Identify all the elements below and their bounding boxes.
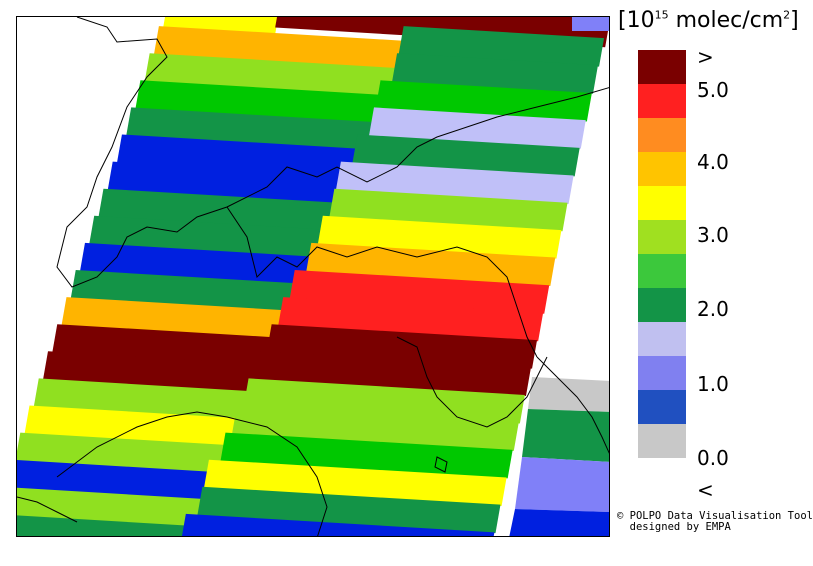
legend-swatch-4 — [638, 186, 686, 220]
coastline — [536, 356, 609, 454]
swath-cell — [522, 409, 609, 462]
swath-cell — [278, 297, 544, 342]
legend-tick-3: 3.0 — [697, 223, 729, 247]
border-line — [226, 87, 609, 208]
legend-swatch-7 — [638, 288, 686, 322]
legend-tick-0: 0.0 — [697, 446, 729, 470]
legend-tick-over: > — [697, 45, 714, 69]
swath-cell — [220, 432, 513, 479]
swath-cell — [126, 107, 374, 151]
credit-line-1: © POLPO Data Visualisation Tool — [617, 510, 813, 522]
color-scale-bar — [638, 50, 686, 458]
swath-cell — [528, 377, 609, 412]
swath-cell — [163, 17, 279, 35]
border-line — [56, 17, 228, 288]
swath-cell — [306, 242, 556, 287]
legend-swatch-3 — [638, 152, 686, 186]
swath-cell — [392, 53, 598, 94]
swath-cell — [266, 324, 538, 369]
island-outline — [434, 456, 448, 473]
credit-line-2: designed by EMPA — [617, 521, 731, 533]
legend-swatch-5 — [638, 220, 686, 254]
swath-cell — [17, 515, 186, 536]
swath-cell — [153, 26, 404, 70]
legend-tick-4: 4.0 — [697, 150, 729, 174]
legend-swatch-11 — [638, 424, 686, 458]
swath-cell — [368, 107, 586, 149]
column-map — [17, 17, 609, 536]
legend-swatch-2 — [638, 118, 686, 152]
coastline — [56, 411, 328, 536]
swath-cell — [197, 486, 501, 534]
coastline — [396, 336, 548, 428]
border-line — [226, 206, 538, 358]
legend-tick-2: 2.0 — [697, 297, 729, 321]
swath-cell — [203, 459, 507, 507]
legend-swatch-0 — [638, 50, 686, 84]
map-panel[interactable] — [16, 16, 610, 537]
swath-cell — [232, 405, 519, 451]
legend-tick-1: 1.0 — [697, 372, 729, 396]
swath-cell — [289, 270, 550, 314]
swath-cell — [17, 487, 203, 528]
coastline — [17, 496, 78, 523]
credit-text: © POLPO Data Visualisation Tool designed… — [617, 511, 813, 533]
legend-swatch-9 — [638, 356, 686, 390]
swath-cell — [17, 460, 209, 501]
legend-swatch-1 — [638, 84, 686, 118]
legend-tick-under: < — [697, 478, 714, 502]
swath-cell — [509, 509, 609, 536]
swath-cell — [181, 513, 495, 536]
swath-cell — [572, 17, 609, 31]
swath-cell — [135, 80, 381, 124]
legend-title: [1015 molec/cm2] — [618, 8, 799, 33]
swath-cell — [515, 457, 609, 512]
swath-cell — [144, 53, 398, 97]
swath-cell — [255, 351, 531, 397]
legend-swatch-6 — [638, 254, 686, 288]
swath-cell — [243, 378, 525, 424]
legend-tick-5: 5.0 — [697, 78, 729, 102]
legend-swatch-8 — [638, 322, 686, 356]
legend-swatch-10 — [638, 390, 686, 424]
